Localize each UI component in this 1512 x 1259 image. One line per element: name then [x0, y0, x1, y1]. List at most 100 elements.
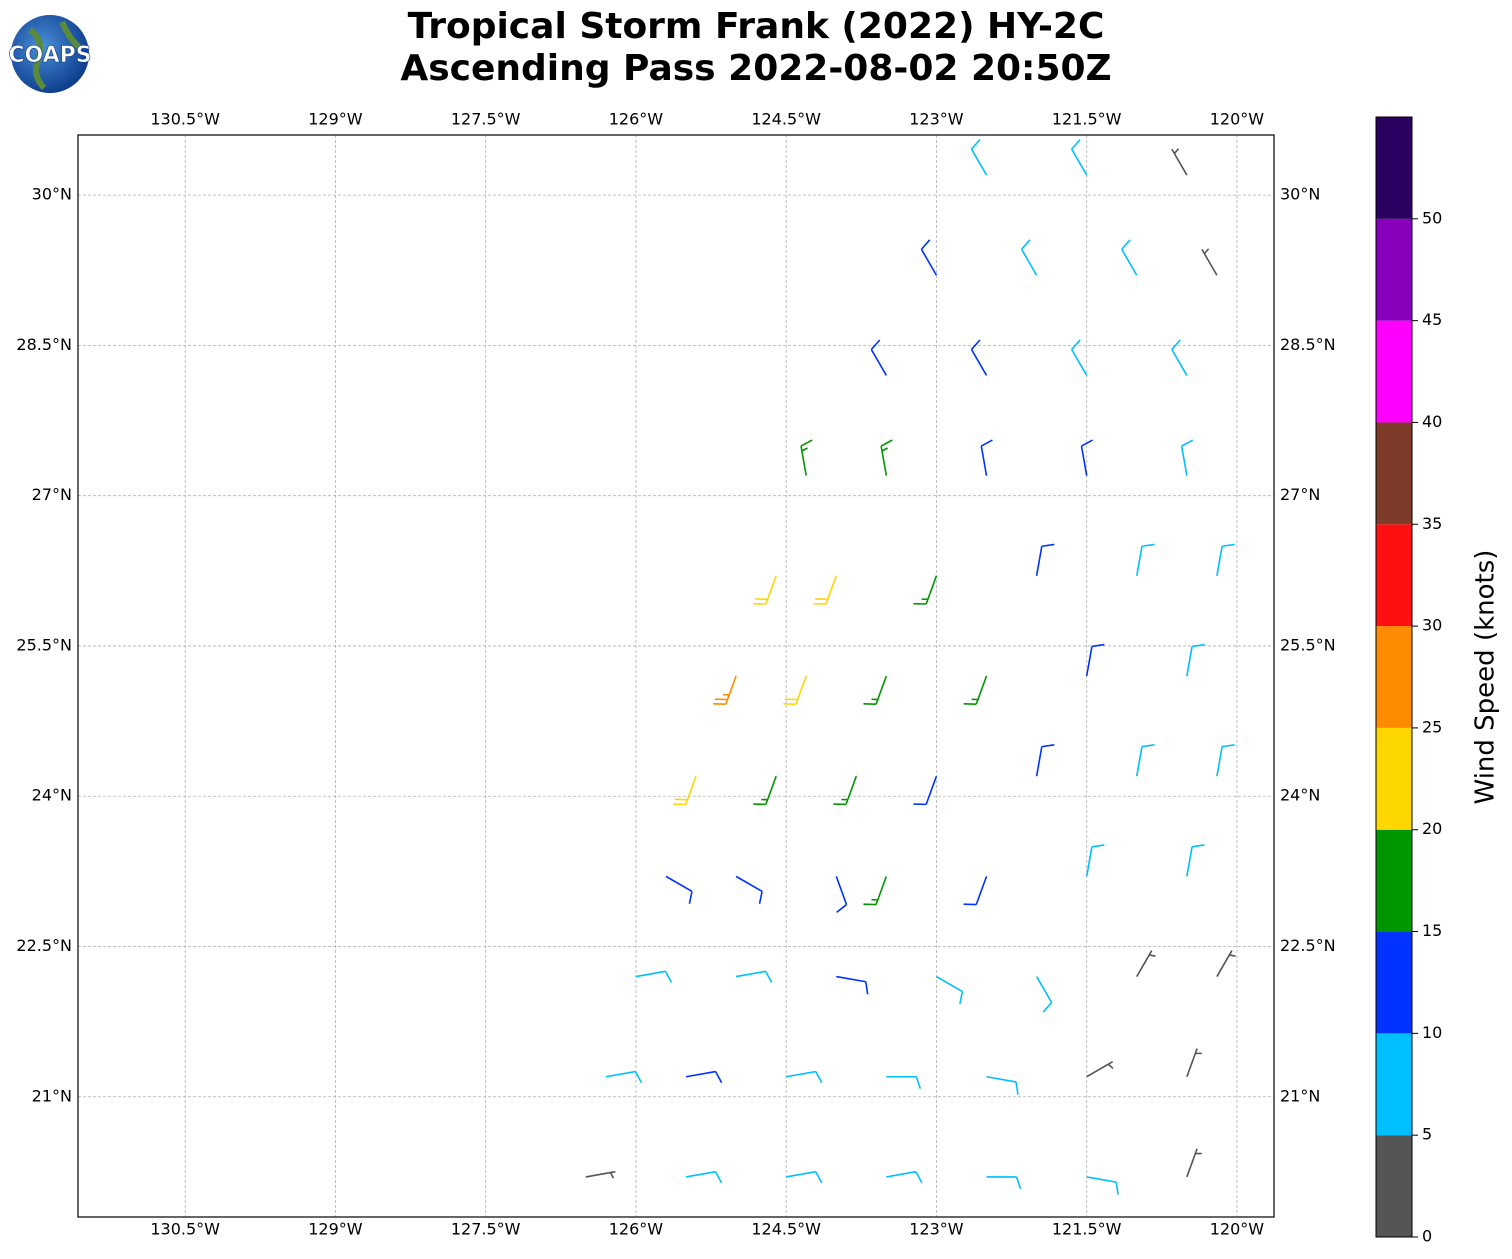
wind-barb: [1070, 339, 1088, 376]
wind-barb: [1070, 139, 1088, 176]
y-tick-label: 27°N: [1280, 485, 1320, 504]
wind-barb: [1216, 543, 1235, 576]
wind-barb: [685, 1170, 723, 1184]
x-tick-label: 129°W: [308, 110, 363, 129]
colorbar-tick-label: 5: [1422, 1125, 1432, 1144]
wind-barb: [786, 1170, 823, 1184]
logo: COAPS: [8, 15, 92, 93]
wind-barb: [913, 775, 938, 806]
wind-barb: [833, 775, 858, 806]
wind-barb: [980, 439, 993, 476]
colorbar-bin: [1376, 1135, 1412, 1237]
x-tick-label: 127.5°W: [451, 1220, 521, 1239]
wind-barb: [920, 239, 938, 276]
wind-barb: [1080, 439, 1093, 476]
colorbar-bin: [1376, 422, 1412, 525]
colorbar-tick-label: 40: [1422, 412, 1442, 431]
wind-barb: [783, 675, 807, 705]
wind-barb: [1180, 439, 1194, 476]
chart-title: Tropical Storm Frank (2022) HY-2C: [408, 6, 1105, 47]
wind-barb: [970, 339, 988, 376]
wind-barb: [1135, 743, 1155, 777]
colorbar-tick-label: 50: [1422, 208, 1442, 227]
x-tick-label: 123°W: [909, 110, 964, 129]
wind-barb: [1171, 339, 1188, 376]
wind-barb: [913, 575, 938, 605]
wind-barb: [1085, 844, 1105, 877]
colorbar-bin: [1376, 117, 1412, 219]
wind-barb: [1201, 248, 1218, 276]
x-tick-label: 124.5°W: [751, 1220, 821, 1239]
wind-barb: [863, 876, 888, 906]
wind-barb: [713, 675, 737, 705]
wind-barb: [1035, 743, 1055, 777]
colorbar-tick-label: 30: [1422, 616, 1442, 635]
colorbar-tick-label: 10: [1422, 1023, 1442, 1042]
x-tick-label: 129°W: [308, 1220, 363, 1239]
colorbar-bin: [1376, 218, 1412, 321]
plot-frame: [77, 134, 1275, 1218]
colorbar-tick-label: 20: [1422, 819, 1442, 838]
x-tick-label: 123°W: [909, 1220, 964, 1239]
wind-barb: [1035, 976, 1053, 1013]
wind-barb: [735, 970, 773, 983]
wind-barb: [673, 775, 697, 806]
colorbar: 0 5 10 15 20 25 30 35 40 45 50: [1375, 116, 1442, 1246]
wind-barb: [635, 970, 673, 983]
colorbar-tick-label: 25: [1422, 717, 1442, 736]
colorbar-bin: [1376, 1033, 1412, 1136]
x-tick-label: 120°W: [1210, 1220, 1265, 1239]
x-tick-label: 126°W: [609, 1220, 664, 1239]
wind-barb: [1086, 1176, 1119, 1195]
wind-barb: [1216, 743, 1235, 777]
colorbar-tick-label: 15: [1422, 921, 1442, 940]
wind-barb: [963, 876, 988, 906]
wind-barb: [1186, 844, 1205, 877]
x-tick-label: 121.5°W: [1052, 1220, 1122, 1239]
wind-barb: [1186, 1148, 1202, 1178]
wind-barb: [605, 1070, 643, 1084]
wind-barb: [1186, 643, 1205, 677]
x-tick-label: 124.5°W: [751, 110, 821, 129]
x-tick-label: 130.5°W: [150, 1220, 220, 1239]
y-tick-label: 21°N: [32, 1086, 72, 1105]
chart-subtitle: Ascending Pass 2022-08-02 20:50Z: [400, 48, 1111, 89]
x-tick-label: 120°W: [1210, 110, 1265, 129]
wind-barb: [1085, 643, 1105, 677]
y-tick-label: 25.5°N: [1280, 635, 1336, 654]
x-tick-label: 121.5°W: [1052, 110, 1122, 129]
y-tick-label: 24°N: [32, 786, 72, 805]
wind-barb: [1086, 1061, 1114, 1078]
wind-barb: [1136, 950, 1156, 977]
wind-barb: [786, 1070, 823, 1084]
x-tick-label: 126°W: [609, 110, 664, 129]
colorbar-bin: [1376, 829, 1412, 932]
y-tick-label: 27°N: [32, 485, 72, 504]
wind-barb: [813, 575, 838, 605]
y-tick-label: 30°N: [32, 185, 72, 204]
y-tick-label: 28.5°N: [16, 335, 72, 354]
y-tick-label: 25.5°N: [16, 635, 72, 654]
wind-barb: [1121, 239, 1138, 276]
y-tick-label: 22.5°N: [1280, 936, 1336, 955]
wind-barb: [870, 339, 888, 376]
wind-barb: [1186, 1048, 1202, 1078]
colorbar-label: Wind Speed (knots): [1471, 550, 1501, 805]
wind-barb: [800, 439, 813, 476]
wind-barb: [936, 975, 964, 1005]
logo-land: [28, 20, 82, 91]
wind-barb: [863, 675, 888, 705]
y-tick-label: 22.5°N: [16, 936, 72, 955]
colorbar-tick-label: 45: [1422, 310, 1442, 329]
colorbar-tick-label: 0: [1422, 1227, 1432, 1246]
y-tick-label: 30°N: [1280, 185, 1320, 204]
wind-barb: [1171, 148, 1188, 176]
wind-barb: [880, 439, 893, 476]
wind-barb: [1020, 239, 1038, 276]
colorbar-frame: [1375, 116, 1413, 1238]
wind-barb: [970, 139, 988, 176]
y-tick-label: 24°N: [1280, 786, 1320, 805]
wind-barb: [986, 1075, 1019, 1095]
wind-barb: [1135, 543, 1155, 576]
